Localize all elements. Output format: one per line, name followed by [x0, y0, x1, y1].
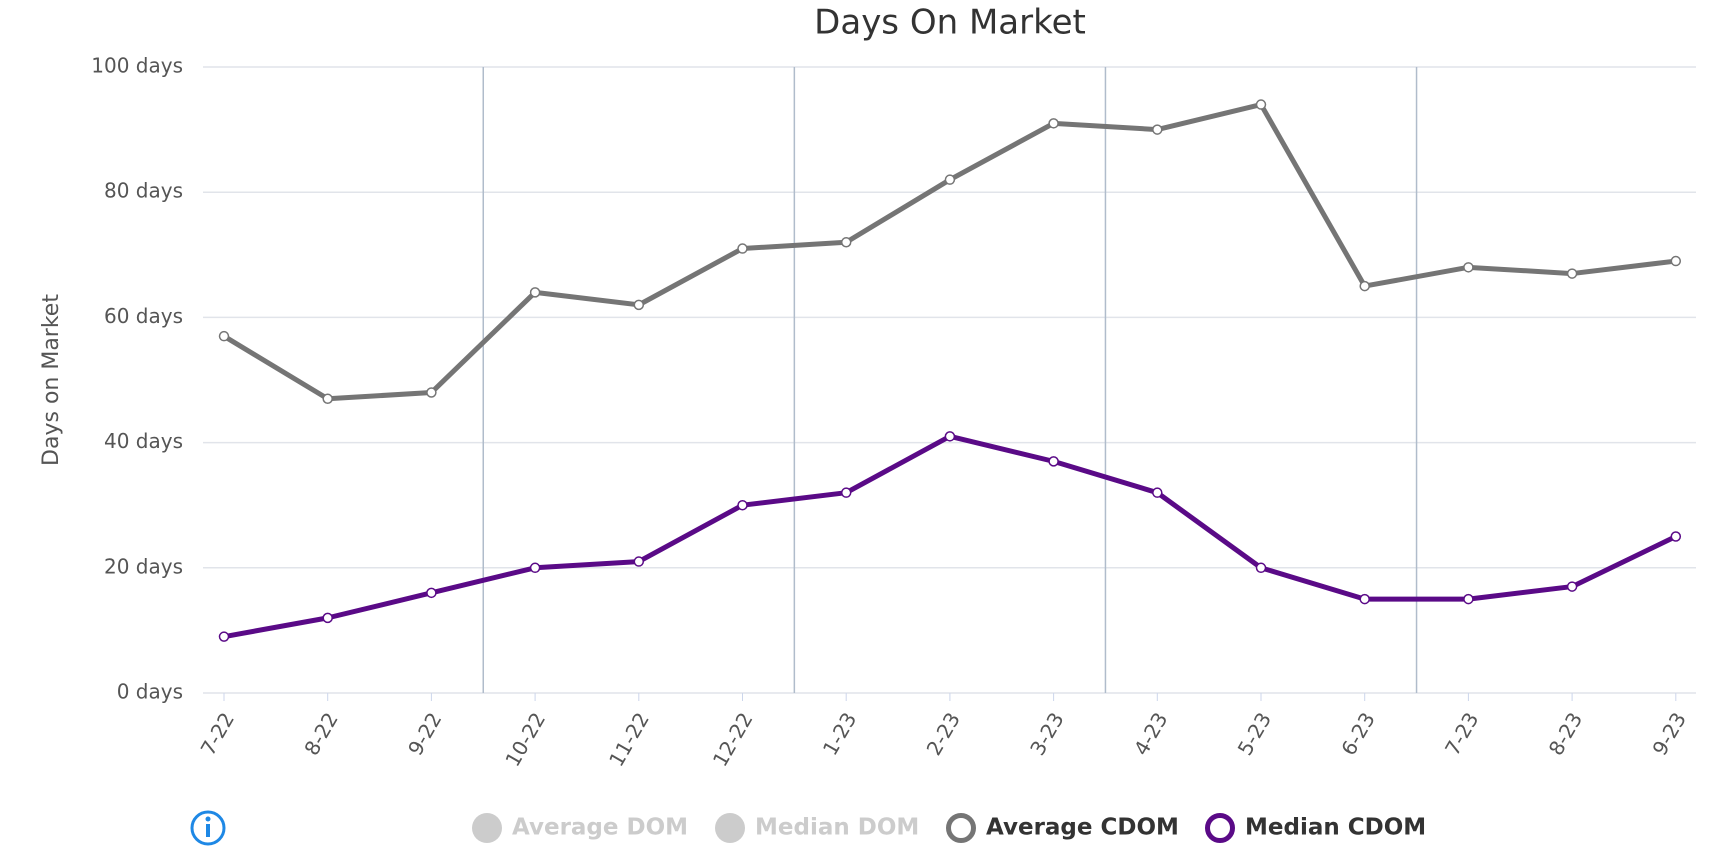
- data-point: [322, 393, 333, 405]
- x-tick-label: 4-23: [1129, 708, 1172, 759]
- x-tick-label: 9-22: [403, 708, 446, 759]
- data-point: [426, 587, 437, 599]
- info-dot[interactable]: [205, 816, 211, 822]
- legend-label[interactable]: Median CDOM: [1245, 815, 1426, 841]
- x-tick-label: 3-23: [1025, 708, 1068, 759]
- x-tick-label: 6-23: [1336, 708, 1379, 759]
- data-point: [1566, 581, 1578, 592]
- legend-label[interactable]: Median DOM: [755, 815, 919, 841]
- data-point: [1048, 118, 1059, 129]
- data-point: [1359, 280, 1370, 292]
- legend-label[interactable]: Average DOM: [512, 815, 688, 841]
- legend-marker: [1205, 813, 1235, 843]
- y-axis-label: Days on Market: [39, 294, 64, 466]
- data-point: [1152, 487, 1163, 498]
- data-point: [218, 631, 230, 642]
- data-point: [1152, 124, 1163, 135]
- data-point: [1463, 262, 1474, 273]
- series-line: [223, 433, 1677, 640]
- data-point: [1359, 593, 1370, 605]
- x-tick-label: 7-22: [196, 708, 239, 759]
- data-point: [737, 499, 748, 511]
- y-tick-label: 60 days: [104, 304, 183, 328]
- data-point: [218, 330, 230, 342]
- x-tick-label: 8-22: [299, 708, 342, 759]
- info-bar[interactable]: [206, 824, 210, 837]
- data-point: [737, 243, 748, 254]
- y-tick-label: 0 days: [117, 680, 183, 704]
- legend-label[interactable]: Average CDOM: [986, 815, 1179, 841]
- y-tick-label: 100 days: [91, 54, 183, 78]
- data-point: [1255, 99, 1267, 110]
- chart-title: Days On Market: [814, 3, 1086, 43]
- data-point: [1670, 255, 1682, 267]
- y-tick-label: 40 days: [104, 429, 183, 453]
- x-tick-label: 2-23: [922, 708, 965, 759]
- x-tick-label: 12-22: [708, 708, 758, 770]
- data-point: [529, 287, 541, 298]
- data-point: [1463, 593, 1474, 605]
- data-point: [322, 612, 333, 624]
- data-point: [1566, 268, 1578, 279]
- data-point: [633, 299, 645, 311]
- data-point: [944, 431, 956, 442]
- data-point: [944, 174, 956, 185]
- x-tick-label: 7-23: [1440, 708, 1483, 759]
- y-tick-label: 80 days: [104, 179, 183, 203]
- info-icon[interactable]: [190, 810, 226, 846]
- x-tick-label: 5-23: [1233, 708, 1276, 759]
- series-line: [222, 102, 1677, 402]
- data-point: [1255, 562, 1267, 574]
- legend-marker: [472, 813, 502, 843]
- data-point: [840, 487, 852, 498]
- data-point: [426, 387, 437, 398]
- data-point: [1670, 531, 1682, 542]
- data-point: [529, 562, 541, 574]
- data-point: [633, 556, 645, 567]
- legend-marker: [946, 813, 976, 843]
- x-tick-label: 9-23: [1647, 708, 1690, 759]
- x-tick-label: 11-22: [604, 708, 654, 770]
- data-point: [840, 237, 852, 248]
- y-tick-label: 20 days: [104, 554, 183, 578]
- x-tick-label: 10-22: [500, 708, 550, 770]
- x-tick-label: 1-23: [818, 708, 861, 759]
- x-tick-label: 8-23: [1544, 708, 1587, 759]
- data-point: [1048, 456, 1059, 467]
- legend-marker: [715, 813, 745, 843]
